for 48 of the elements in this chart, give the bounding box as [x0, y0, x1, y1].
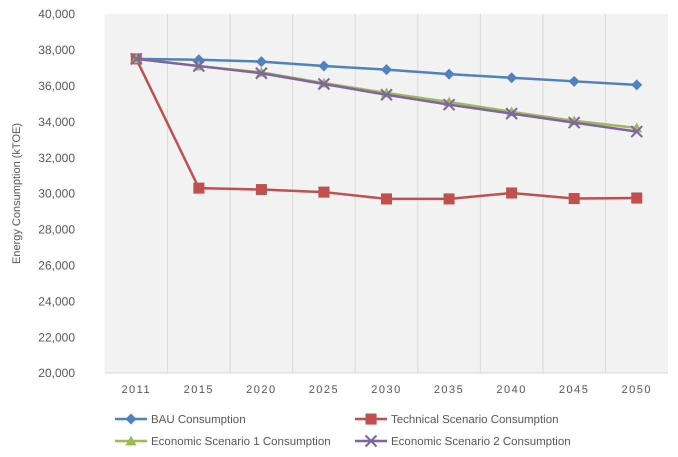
- point: [630, 125, 644, 138]
- point: [381, 193, 392, 204]
- y-tick-label: 38,000: [38, 43, 76, 58]
- x-tick-label: 2030: [371, 384, 402, 396]
- y-tick-label: 32,000: [38, 150, 76, 165]
- point: [442, 98, 456, 112]
- point: [631, 192, 642, 204]
- point: [256, 56, 267, 68]
- point: [506, 72, 518, 84]
- point: [254, 66, 268, 80]
- legend-label: BAU Consumption: [151, 414, 246, 426]
- legend-label: Economic Scenario 1 Consumption: [151, 436, 331, 448]
- x-tick-label: 2011: [121, 384, 152, 396]
- y-tick-label: 20,000: [38, 366, 76, 380]
- y-tick-label: 34,000: [38, 114, 76, 129]
- legend-label: Economic Scenario 2 Consumption: [391, 436, 571, 448]
- y-tick-label: 28,000: [38, 222, 76, 237]
- point: [256, 184, 267, 196]
- x-tick-label: 2045: [558, 384, 590, 396]
- x-tick-label: 2035: [434, 384, 464, 396]
- point: [317, 78, 330, 91]
- point: [444, 68, 455, 80]
- y-tick-label: 26,000: [38, 258, 76, 272]
- point: [568, 193, 580, 204]
- y-tick-label: 36,000: [38, 79, 76, 93]
- legend-label: Technical Scenario Consumption: [391, 414, 558, 426]
- x-tick-label: 2040: [496, 384, 527, 396]
- point: [193, 182, 204, 194]
- point: [506, 187, 518, 198]
- point: [568, 76, 580, 87]
- x-tick-label: 2050: [621, 384, 652, 396]
- point: [444, 193, 455, 204]
- y-axis-title: Energy Consumption (kTOE): [11, 122, 23, 264]
- point: [318, 186, 330, 198]
- y-tick-label: 24,000: [38, 294, 76, 308]
- x-tick-label: 2020: [246, 384, 277, 396]
- point: [505, 107, 518, 120]
- point: [318, 60, 330, 72]
- point: [631, 79, 642, 90]
- point: [381, 64, 392, 76]
- point: [192, 60, 206, 73]
- point: [380, 88, 393, 102]
- y-tick-label: 40,000: [38, 7, 76, 22]
- x-tick-label: 2015: [184, 384, 214, 396]
- y-tick-label: 30,000: [38, 186, 76, 201]
- y-tick-label: 22,000: [38, 330, 76, 344]
- x-tick-label: 2025: [308, 384, 340, 396]
- point: [568, 116, 581, 130]
